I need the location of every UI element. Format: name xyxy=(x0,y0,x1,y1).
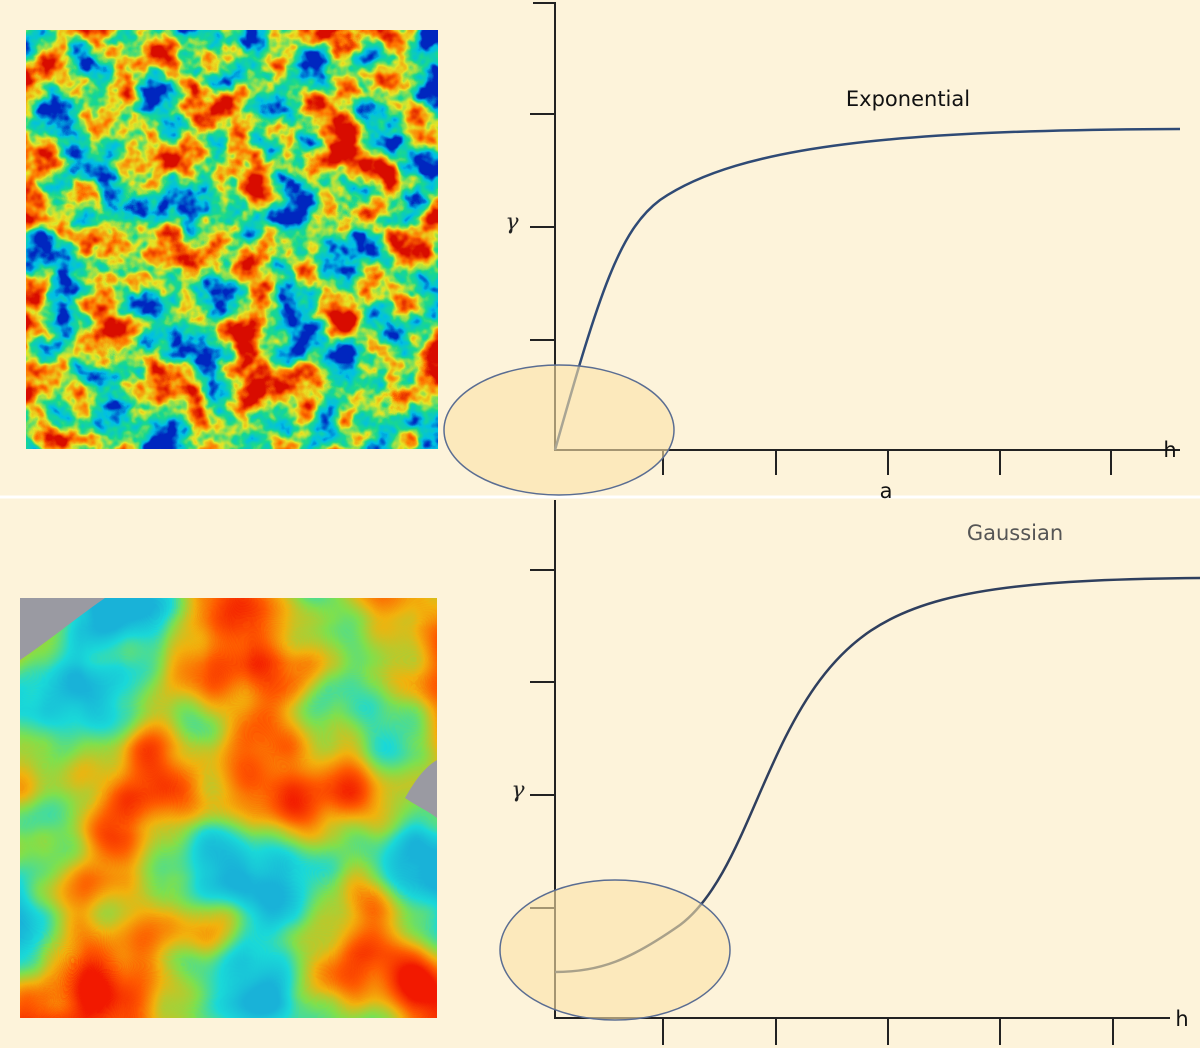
x-label: h xyxy=(1175,1007,1188,1031)
no-data-patch xyxy=(405,760,437,818)
title: Exponential xyxy=(846,87,970,111)
exponential-field-map xyxy=(26,30,438,449)
gaussian-field-map xyxy=(20,598,437,1018)
gaussian-axes xyxy=(530,500,1170,1045)
y-label: γ xyxy=(511,778,525,803)
exponential-axes xyxy=(530,2,1180,475)
origin-highlight xyxy=(443,364,675,496)
exponential-curve xyxy=(553,127,1181,451)
title: Gaussian xyxy=(967,521,1063,545)
y-label: γ xyxy=(505,210,519,235)
range-marker: a xyxy=(880,479,893,503)
no-data-patch xyxy=(20,598,105,660)
x-label: h xyxy=(1163,438,1176,462)
origin-highlight xyxy=(499,879,731,1021)
